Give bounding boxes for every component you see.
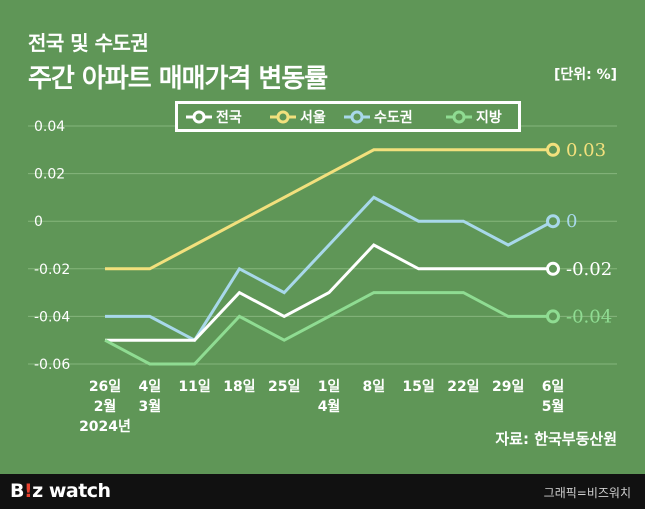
x-tick-label: 4일 xyxy=(138,379,161,395)
legend-swatch-marker xyxy=(276,110,290,124)
unit-label: [단위: %] xyxy=(553,67,617,83)
bizwatch-logo: B!z watch xyxy=(10,480,111,502)
x-tick-label: 22일 xyxy=(447,379,479,395)
legend-swatch-marker xyxy=(192,110,206,124)
graphic-credit: 그래픽=비즈워치 xyxy=(543,486,631,500)
y-tick-label: -0.04 xyxy=(34,309,70,325)
x-tick-label: 1일 xyxy=(318,379,341,395)
footer-bar: B!z watch 그래픽=비즈워치 xyxy=(0,474,645,509)
end-value-label: 0.03 xyxy=(566,140,606,161)
x-tick-label: 25일 xyxy=(268,379,300,395)
y-tick-label: -0.02 xyxy=(34,262,70,278)
line-chart: 0.04 0.02 0 -0.02 -0.04 -0.06 26일 2월 2024년 4일 3월 11… xyxy=(28,101,617,435)
y-tick-label: -0.06 xyxy=(34,357,70,373)
legend-label: 지방 xyxy=(476,109,502,126)
logo-rest: z watch xyxy=(32,480,111,502)
legend-swatch-marker xyxy=(452,110,466,124)
x-tick-label: 2월 xyxy=(94,398,117,415)
x-tick-label: 29일 xyxy=(492,379,524,395)
x-tick-label: 4월 xyxy=(318,398,341,415)
end-marker xyxy=(546,142,560,157)
x-tick-label: 15일 xyxy=(402,379,434,395)
legend-label: 전국 xyxy=(216,109,242,126)
end-marker xyxy=(546,261,560,276)
x-tick-label: 26일 xyxy=(89,379,121,395)
x-tick-label: 3월 xyxy=(138,398,161,415)
y-tick-label: 0 xyxy=(34,214,43,230)
x-tick-label: 11일 xyxy=(178,379,210,395)
logo-bang: ! xyxy=(23,480,33,502)
y-tick-label: 0.02 xyxy=(34,167,65,183)
series-line-전국 xyxy=(105,243,553,342)
x-tick-label: 5월 xyxy=(542,398,565,415)
chart-subtitle: 전국 및 수도권 xyxy=(28,31,149,55)
end-value-label: 0 xyxy=(566,211,577,232)
series-line-지방 xyxy=(104,291,553,366)
series-line-수도권 xyxy=(105,195,554,343)
x-tick-label: 2024년 xyxy=(79,419,131,435)
end-marker xyxy=(546,309,560,324)
y-tick-label: 0.04 xyxy=(34,119,65,135)
source-label: 자료: 한국부동산원 xyxy=(495,430,617,448)
legend-label: 수도권 xyxy=(374,110,413,126)
x-tick-label: 18일 xyxy=(223,379,255,395)
logo-b: B xyxy=(10,480,24,502)
legend-label: 서울 xyxy=(300,109,326,126)
end-marker xyxy=(546,214,560,229)
x-tick-label: 6일 xyxy=(542,379,565,395)
end-value-label: -0.02 xyxy=(566,259,612,280)
x-tick-label: 8일 xyxy=(362,379,385,395)
end-value-label: -0.04 xyxy=(566,306,612,327)
series-line-서울 xyxy=(105,148,553,271)
legend-swatch-marker xyxy=(350,110,364,124)
chart-title: 주간 아파트 매매가격 변동률 xyxy=(28,64,328,94)
